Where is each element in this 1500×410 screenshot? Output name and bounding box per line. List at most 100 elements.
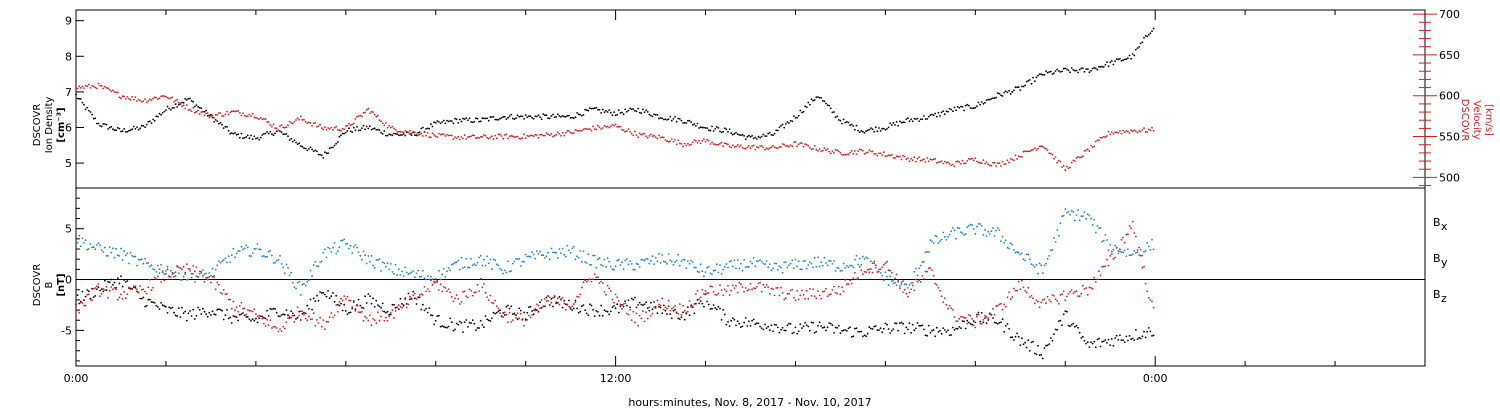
data-point: [1151, 300, 1153, 303]
data-point: [245, 115, 248, 118]
data-point: [105, 289, 108, 291]
data-point: [775, 324, 778, 326]
data-point: [113, 129, 116, 132]
data-point: [995, 229, 998, 232]
data-point: [1038, 306, 1041, 309]
data-point: [234, 309, 236, 312]
data-point: [113, 256, 116, 259]
data-point: [952, 110, 954, 113]
data-point: [996, 92, 999, 94]
data-point: [357, 298, 360, 301]
data-point: [545, 296, 548, 299]
data-point: [711, 273, 713, 275]
data-point: [110, 90, 113, 93]
data-point: [402, 275, 405, 277]
data-point: [677, 139, 680, 142]
data-point: [291, 122, 294, 125]
data-point: [508, 307, 511, 310]
data-point: [839, 269, 842, 272]
data-point: [728, 325, 731, 327]
data-point: [290, 122, 293, 124]
data-point: [690, 304, 692, 307]
data-point: [717, 305, 720, 308]
data-point: [756, 138, 758, 140]
data-point: [295, 318, 297, 321]
data-point: [725, 323, 728, 326]
data-point: [1000, 94, 1002, 97]
data-point: [518, 137, 521, 140]
data-point: [513, 118, 516, 121]
data-point: [923, 278, 925, 280]
data-point: [528, 135, 530, 138]
data-point: [478, 120, 480, 123]
data-point: [202, 111, 204, 113]
data-point: [478, 137, 480, 139]
data-point: [749, 147, 752, 150]
data-point: [160, 95, 163, 98]
data-point: [637, 263, 639, 266]
data-point: [537, 136, 540, 139]
data-point: [617, 300, 620, 302]
data-point: [653, 134, 655, 137]
data-point: [463, 118, 466, 120]
data-point: [584, 261, 586, 263]
data-point: [438, 121, 440, 123]
data-point: [439, 133, 442, 136]
data-point: [810, 98, 813, 100]
data-point: [1138, 46, 1140, 48]
data-point: [317, 299, 320, 302]
data-point: [275, 127, 278, 130]
data-point: [306, 304, 309, 307]
data-point: [841, 269, 843, 272]
data-point: [873, 325, 876, 328]
data-point: [990, 97, 993, 100]
data-point: [330, 146, 333, 149]
data-point: [1070, 289, 1073, 291]
data-point: [894, 157, 896, 159]
data-point: [189, 270, 191, 272]
data-point: [328, 247, 331, 250]
data-point: [1049, 249, 1052, 252]
data-point: [316, 294, 318, 297]
data-point: [149, 265, 151, 268]
data-point: [784, 261, 787, 263]
data-point: [1033, 352, 1036, 355]
data-point: [1069, 71, 1071, 74]
data-point: [1032, 297, 1034, 300]
data-point: [1062, 67, 1065, 70]
data-point: [454, 328, 456, 331]
data-point: [985, 315, 988, 318]
data-point: [104, 85, 106, 88]
data-point: [213, 313, 216, 315]
data-point: [688, 119, 691, 122]
data-point: [572, 117, 575, 120]
data-point: [605, 109, 607, 112]
data-point: [666, 307, 668, 310]
data-point: [452, 329, 455, 332]
data-point: [574, 258, 577, 261]
data-point: [362, 124, 365, 127]
data-point: [670, 317, 673, 320]
data-point: [303, 147, 305, 150]
data-point: [308, 279, 310, 282]
data-point: [1128, 254, 1131, 257]
data-point: [887, 154, 890, 157]
data-point: [1131, 253, 1134, 256]
data-point: [788, 292, 790, 295]
data-point: [860, 330, 863, 333]
data-point: [645, 109, 647, 112]
data-point: [854, 150, 856, 152]
data-point: [968, 157, 970, 160]
data-point: [969, 315, 972, 317]
data-point: [595, 310, 598, 312]
data-point: [1003, 303, 1006, 306]
data-point: [131, 288, 134, 291]
data-point: [537, 310, 540, 313]
data-point: [311, 308, 313, 311]
data-point: [1083, 70, 1086, 73]
data-point: [185, 279, 188, 281]
data-point: [884, 262, 887, 264]
data-point: [137, 98, 140, 101]
data-point: [960, 105, 962, 108]
data-point: [1064, 299, 1067, 302]
